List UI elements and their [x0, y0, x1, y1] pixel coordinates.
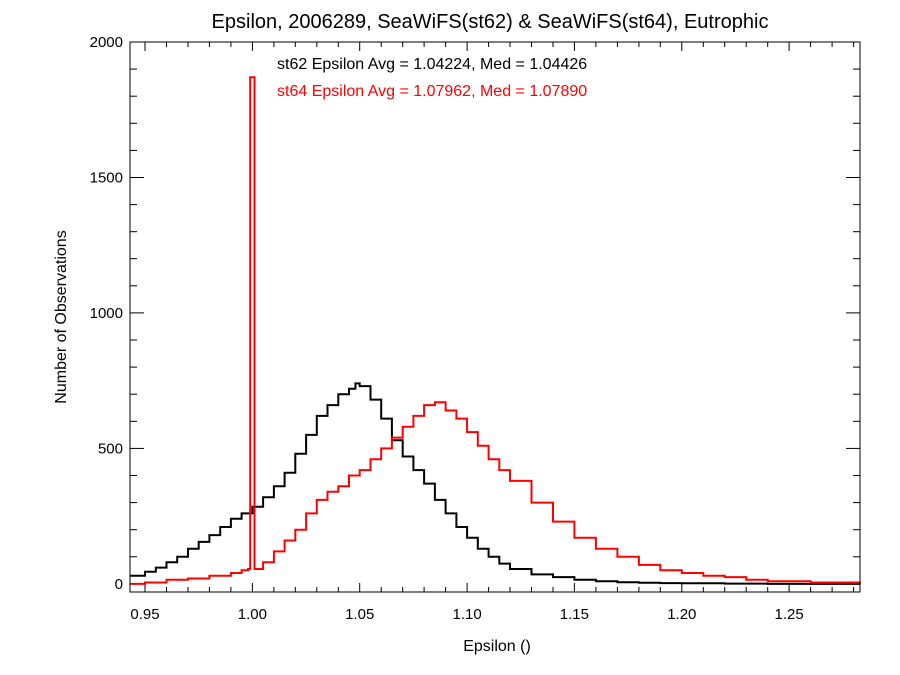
- y-tick-label: 500: [98, 440, 123, 457]
- y-tick-label: 2000: [90, 34, 123, 51]
- y-tick-label: 1500: [90, 170, 123, 187]
- y-tick-label: 1000: [90, 305, 123, 322]
- x-tick-label: 1.10: [452, 606, 481, 623]
- series-0-histogram-line: [130, 382, 860, 585]
- annotation-layer: st62 Epsilon Avg = 1.04224, Med = 1.0442…: [277, 56, 587, 100]
- series-1-histogram-line: [130, 76, 861, 585]
- x-tick-label: 0.95: [130, 606, 159, 623]
- stats-annotation-0: st62 Epsilon Avg = 1.04224, Med = 1.0442…: [277, 56, 587, 73]
- x-tick-label: 1.15: [560, 606, 589, 623]
- x-tick-label: 1.25: [774, 606, 803, 623]
- x-tick-label: 1.00: [238, 606, 267, 623]
- x-axis-label: Epsilon (): [463, 638, 531, 655]
- series-layer: [130, 76, 861, 585]
- x-tick-label: 1.20: [667, 606, 696, 623]
- axis-ticks: 0.95 1.00 1.05 1.10 1.15 1.20 1.25 0 500 1000 1500…: [90, 34, 860, 623]
- plot-area-frame: [129, 41, 861, 593]
- x-tick-label: 1.05: [345, 606, 374, 623]
- stats-annotation-1: st64 Epsilon Avg = 1.07962, Med = 1.0789…: [277, 83, 587, 100]
- y-tick-label: 0: [115, 576, 123, 593]
- chart-title: Epsilon, 2006289, SeaWiFS(st62) & SeaWiF…: [212, 11, 769, 33]
- y-axis-label: Number of Observations: [53, 230, 70, 403]
